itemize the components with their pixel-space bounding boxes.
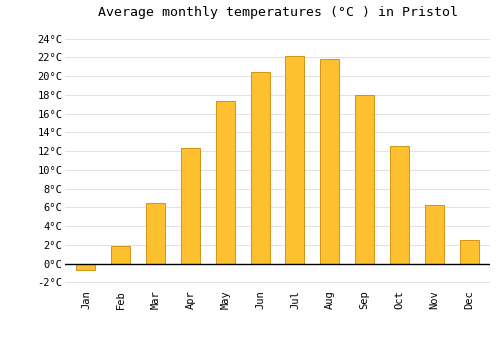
Bar xyxy=(390,146,409,264)
Bar xyxy=(216,102,235,264)
Bar xyxy=(250,72,270,264)
Bar xyxy=(181,148,200,264)
Bar xyxy=(146,203,165,264)
Bar xyxy=(286,56,304,264)
Title: Average monthly temperatures (°C ) in Pristol: Average monthly temperatures (°C ) in Pr… xyxy=(98,6,458,19)
Bar xyxy=(424,204,444,264)
Bar xyxy=(460,240,478,264)
Bar xyxy=(76,264,96,270)
Bar xyxy=(355,95,374,264)
Bar xyxy=(320,59,340,264)
Bar xyxy=(111,246,130,264)
